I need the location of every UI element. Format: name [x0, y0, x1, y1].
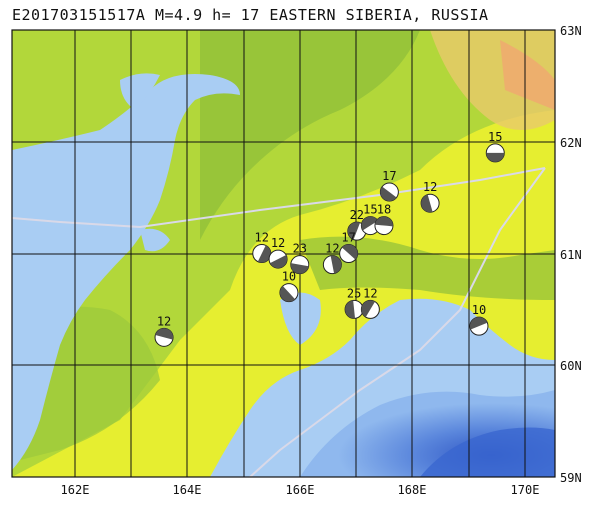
focal-mechanism-beachball	[252, 244, 272, 263]
lat-label: 62N	[560, 136, 582, 150]
event-depth-label: 23	[293, 242, 307, 256]
event-depth-label: 10	[282, 270, 296, 284]
event-depth-label: 18	[377, 203, 391, 217]
focal-mechanism-beachball	[469, 316, 489, 336]
focal-mechanism-beachball	[374, 216, 394, 236]
lat-label: 59N	[560, 471, 582, 485]
lat-label: 63N	[560, 24, 582, 38]
lon-label: 162E	[61, 483, 90, 497]
event-depth-label: 12	[325, 242, 339, 256]
focal-mechanism-beachball	[154, 327, 174, 347]
focal-mechanism-beachball	[268, 249, 288, 269]
latitude-labels: 63N 62N 61N 60N 59N	[560, 24, 582, 485]
lat-label: 60N	[560, 359, 582, 373]
event-depth-label: 12	[271, 236, 285, 250]
event-depth-label: 12	[255, 231, 269, 245]
event-depth-label: 12	[157, 314, 171, 328]
event-depth-label: 22	[350, 208, 364, 222]
focal-mechanism-beachball	[279, 283, 299, 303]
focal-mechanism-beachball	[290, 255, 310, 275]
event-depth-label: 17	[382, 169, 396, 183]
longitude-labels: 162E 164E 166E 168E 170E	[61, 483, 540, 497]
lon-label: 168E	[398, 483, 427, 497]
focal-mechanism-beachball	[485, 143, 505, 163]
event-depth-label: 17	[341, 231, 355, 245]
event-depth-label: 12	[363, 286, 377, 300]
focal-mechanism-beachball	[420, 193, 440, 213]
lon-label: 170E	[511, 483, 540, 497]
lat-label: 61N	[560, 248, 582, 262]
focal-mechanism-beachball	[322, 255, 342, 275]
lon-label: 166E	[286, 483, 315, 497]
map-frame	[11, 29, 556, 478]
event-depth-label: 10	[472, 303, 486, 317]
event-depth-label: 15	[488, 130, 502, 144]
focal-mechanism-beachball	[360, 216, 380, 236]
focal-mechanism-beachball	[379, 182, 399, 202]
map-title: E201703151517A M=4.9 h= 17 EASTERN SIBER…	[12, 6, 489, 24]
focal-mechanism-beachball	[339, 244, 359, 263]
event-depth-label: 25	[347, 286, 361, 300]
event-depth-label: 15	[363, 203, 377, 217]
lon-label: 164E	[173, 483, 202, 497]
focal-mechanism-beachball	[360, 299, 380, 319]
event-depth-label: 12	[423, 180, 437, 194]
focal-mechanism-beachball	[344, 299, 364, 319]
